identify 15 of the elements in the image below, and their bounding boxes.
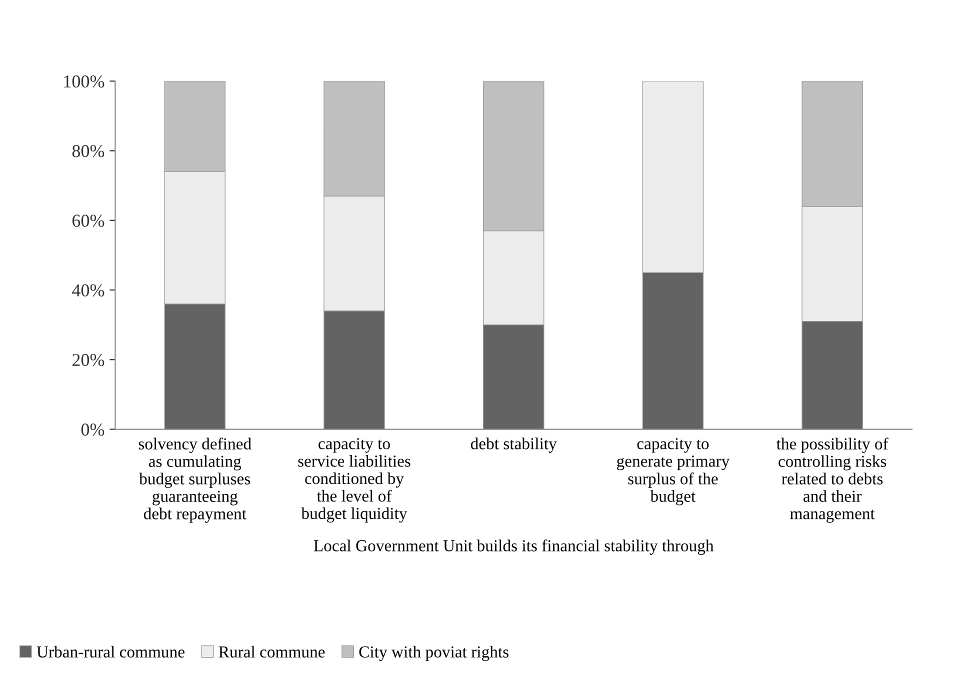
y-tick-label: 20%	[72, 354, 104, 366]
y-tick-label: 60%	[72, 214, 104, 227]
x-tick-label: capacity to service liabilities conditioned by the level of budget liquidity	[298, 438, 410, 523]
y-tick-label: 0%	[81, 424, 104, 436]
x-tick-label: debt stability	[470, 438, 557, 453]
legend-label: Rural commune	[218, 646, 325, 658]
legend-label: City with poviat rights	[359, 646, 508, 661]
x-tick-label: the possibility of controlling risks related to debts and their management	[776, 438, 888, 523]
x-axis-title: Local Government Unit builds its financial stability through	[314, 539, 714, 555]
legend-label: Urban-rural commune	[36, 646, 184, 658]
x-tick-label: solvency defined as cumulating budget surpluses guaranteeing debt repayment	[138, 438, 252, 523]
y-tick-label: 40%	[72, 284, 104, 297]
y-tick-label: 100%	[64, 75, 104, 88]
x-tick-label: capacity to generate primary surplus of the budget	[616, 438, 730, 506]
y-tick-label: 80%	[72, 145, 104, 158]
